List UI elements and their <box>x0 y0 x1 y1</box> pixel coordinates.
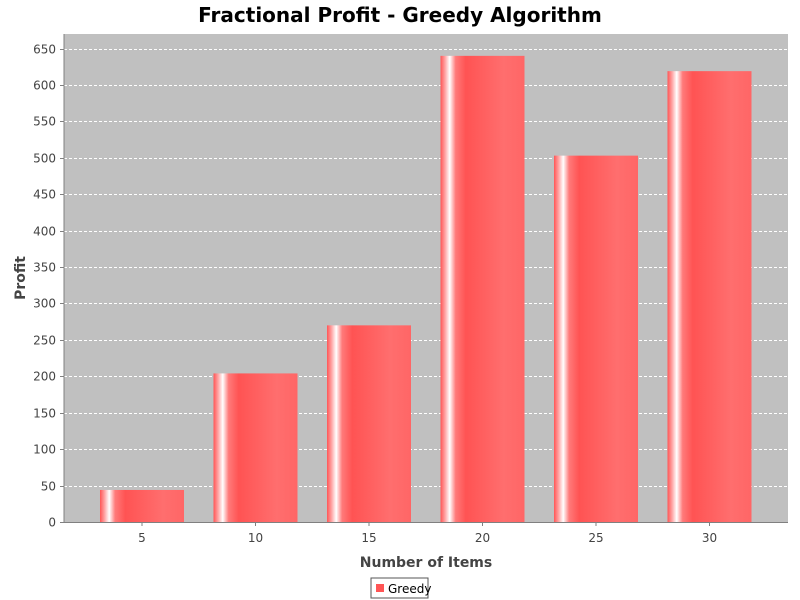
bars <box>100 55 752 523</box>
y-tick-label: 600 <box>33 79 56 93</box>
y-tick-label: 150 <box>33 407 56 421</box>
y-tick-label: 250 <box>33 334 56 348</box>
y-tick-label: 50 <box>41 480 56 494</box>
y-tick-label: 450 <box>33 188 56 202</box>
chart-title: Fractional Profit - Greedy Algorithm <box>198 3 602 27</box>
x-tick-label: 5 <box>138 531 146 545</box>
legend-box <box>370 577 429 599</box>
bar-20 <box>440 55 525 523</box>
y-axis-label: Profit <box>13 256 29 300</box>
x-tick-label: 25 <box>588 531 603 545</box>
x-tick-label: 20 <box>475 531 490 545</box>
gridlines <box>64 49 788 487</box>
legend: Greedy <box>370 577 431 599</box>
plot-area <box>64 34 788 522</box>
x-tick-label: 10 <box>248 531 263 545</box>
bar-25 <box>554 155 638 523</box>
bar-30 <box>667 71 752 522</box>
y-tick-label: 500 <box>33 152 56 166</box>
legend-label-greedy: Greedy <box>388 582 431 596</box>
y-tick-label: 350 <box>33 261 56 275</box>
legend-swatch <box>376 584 384 592</box>
y-ticks: 0 50 100 150 200 250 300 350 400 450 500 550 600 650 <box>33 43 64 530</box>
bar-10 <box>213 373 298 522</box>
x-ticks: 5 10 15 20 25 30 <box>138 522 717 545</box>
y-tick-label: 200 <box>33 370 56 384</box>
bar-15 <box>327 325 411 522</box>
y-tick-label: 100 <box>33 443 56 457</box>
x-tick-label: 15 <box>361 531 376 545</box>
y-tick-label: 650 <box>33 43 56 57</box>
bar-5 <box>100 489 184 522</box>
x-axis-label: Number of Items <box>360 555 492 571</box>
y-tick-label: 0 <box>48 516 56 530</box>
x-tick-label: 30 <box>702 531 717 545</box>
y-tick-label: 300 <box>33 297 56 311</box>
y-tick-label: 400 <box>33 225 56 239</box>
y-tick-label: 550 <box>33 115 56 129</box>
